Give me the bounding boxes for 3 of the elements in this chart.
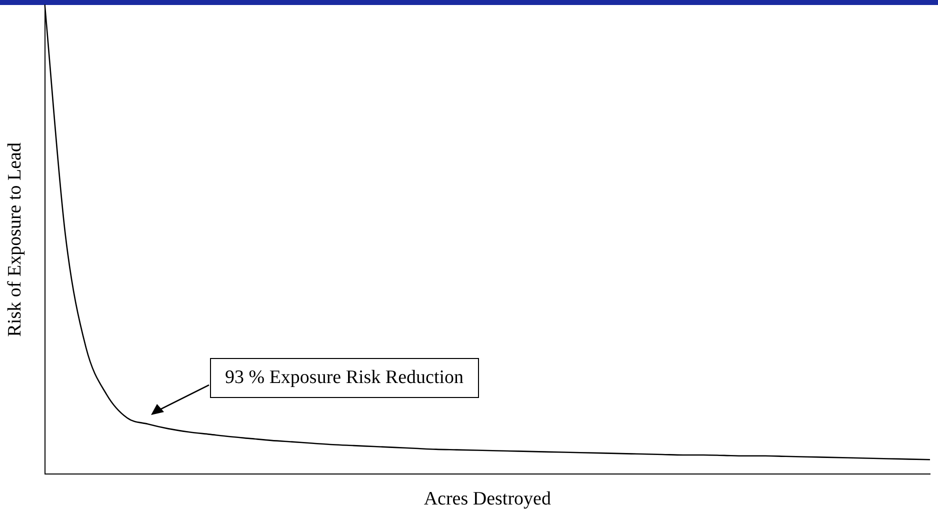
annotation: 93 % Exposure Risk Reduction (210, 358, 479, 398)
y-axis-title: Risk of Exposure to Lead (4, 142, 26, 337)
x-axis-title: Acres Destroyed (424, 488, 552, 510)
